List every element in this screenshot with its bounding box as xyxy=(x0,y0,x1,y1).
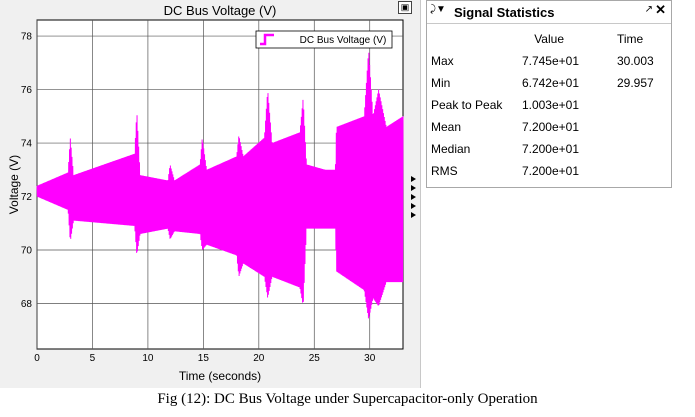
y-tick-label: 70 xyxy=(21,246,33,257)
time-column-header: Time xyxy=(617,32,644,46)
x-tick-label: 25 xyxy=(309,353,321,364)
undock-icon[interactable]: ▣ xyxy=(398,1,412,14)
stats-row-value: 1.003e+01 xyxy=(521,98,579,112)
signal-statistics-panel: ⤸▼ Signal Statistics ↗ ✕ Value Time Max 7… xyxy=(426,0,672,188)
menu-arrows-icon[interactable]: ⤸▼ xyxy=(430,4,446,15)
figure-caption: Fig (12): DC Bus Voltage under Supercapa… xyxy=(157,391,538,407)
stats-header: ⤸▼ Signal Statistics ↗ ✕ xyxy=(427,1,671,24)
stats-row: Mean 7.200e+01 xyxy=(427,120,671,142)
stats-row-value: 7.200e+01 xyxy=(521,142,579,156)
legend-swatch xyxy=(260,33,274,46)
stats-column-headers: Value Time xyxy=(427,32,671,54)
chart-title: DC Bus Voltage (V) xyxy=(164,3,277,18)
x-tick-label: 30 xyxy=(364,353,376,364)
x-tick-label: 15 xyxy=(198,353,210,364)
resize-arrow-icon xyxy=(411,185,416,191)
resize-arrow-icon xyxy=(411,212,416,218)
y-tick-label: 74 xyxy=(21,139,33,150)
x-tick-label: 20 xyxy=(253,353,265,364)
stats-row: Max 7.745e+01 30.003 xyxy=(427,54,671,76)
value-column-header: Value xyxy=(534,32,564,46)
legend-box xyxy=(255,30,393,49)
stats-row-label: RMS xyxy=(431,164,458,178)
stats-row: Peak to Peak 1.003e+01 xyxy=(427,98,671,120)
stats-row-label: Peak to Peak xyxy=(431,98,503,112)
stats-row-time: 30.003 xyxy=(617,54,654,68)
y-tick-label: 76 xyxy=(21,85,33,96)
y-tick-label: 72 xyxy=(21,192,33,203)
resize-arrow-icon xyxy=(411,203,416,209)
stats-row-time: 29.957 xyxy=(617,76,654,90)
legend-label: DC Bus Voltage (V) xyxy=(300,35,387,46)
voltage-plot: 0 5 10 15 20 25 30 68 70 72 74 76 78 DC Bus Voltage (… xyxy=(7,3,404,383)
stats-row-value: 7.200e+01 xyxy=(521,120,579,134)
legend: DC Bus Voltage (V) xyxy=(255,30,393,49)
x-tick-label: 5 xyxy=(90,353,96,364)
x-axis-label: Time (seconds) xyxy=(179,369,261,383)
stats-row-value: 6.742e+01 xyxy=(521,76,579,90)
signal-trace xyxy=(36,52,404,319)
stats-row: Median 7.200e+01 xyxy=(427,142,671,164)
resize-arrow-icon xyxy=(411,176,416,182)
stats-row: RMS 7.200e+01 xyxy=(427,164,671,186)
stats-row-label: Min xyxy=(431,76,451,90)
y-tick-label: 68 xyxy=(21,299,33,310)
y-axis-label: Voltage (V) xyxy=(7,155,21,214)
stats-row: Min 6.742e+01 29.957 xyxy=(427,76,671,98)
y-tick-label: 78 xyxy=(21,32,33,43)
scope-window: 0 5 10 15 20 25 30 68 70 72 74 76 78 DC Bus Voltage (… xyxy=(0,0,421,388)
x-tick-label: 0 xyxy=(34,353,40,364)
stats-row-value: 7.745e+01 xyxy=(521,54,579,68)
stats-row-label: Median xyxy=(431,142,471,156)
stats-title: Signal Statistics xyxy=(454,5,555,20)
stats-row-label: Max xyxy=(431,54,454,68)
pin-icon[interactable]: ↗ xyxy=(644,4,653,15)
stats-row-value: 7.200e+01 xyxy=(521,164,579,178)
resize-arrow-icon xyxy=(411,194,416,200)
stats-row-label: Mean xyxy=(431,120,462,134)
panel-resize-handle[interactable] xyxy=(411,176,419,221)
close-icon[interactable]: ✕ xyxy=(655,2,666,17)
x-tick-label: 10 xyxy=(142,353,154,364)
